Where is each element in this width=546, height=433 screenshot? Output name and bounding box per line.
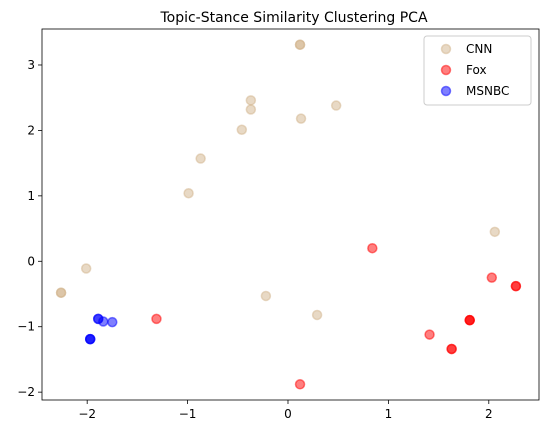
data-point-fox [294,379,306,390]
legend-marker [440,64,452,76]
chart-title: Topic-Stance Similarity Clustering PCA [159,10,428,26]
axes-layer: −2 −1 0 1 2 −2 −1 0 1 2 3 [17,58,492,421]
data-point-cnn [311,309,323,321]
data-point-msnbc [84,333,96,345]
y-tick-label: 2 [27,123,35,137]
data-point-cnn [55,287,67,298]
legend-label: Fox [466,63,487,77]
x-tick-label: 1 [385,407,393,421]
data-point-cnn [330,100,342,111]
x-tick-label: 0 [284,407,292,421]
legend-label: MSNBC [466,84,509,98]
data-point-cnn [295,113,307,124]
data-point-fox [510,280,522,292]
legend: CNN Fox MSNBC [423,35,532,106]
data-point-msnbc [107,316,118,328]
plot-frame [41,28,540,401]
data-point-cnn [236,124,248,136]
data-point-fox [464,314,475,326]
legend-marker [440,85,452,97]
data-point-fox [486,272,498,283]
legend-marker [440,43,452,55]
data-point-cnn [489,226,501,238]
legend-label: CNN [466,42,492,56]
y-tick-label: −1 [17,320,35,334]
data-point-fox [151,313,162,325]
data-point-fox [424,329,435,340]
y-tick-label: 1 [27,189,35,203]
data-point-msnbc [97,316,109,327]
data-point-fox [367,242,378,254]
data-point-cnn [183,187,194,199]
data-point-cnn [245,104,257,115]
data-point-cnn [245,95,257,106]
x-tick-label: 2 [485,407,493,421]
y-tick-label: 0 [27,254,35,268]
legend-frame [423,35,532,106]
y-tick-label: 3 [27,58,35,72]
data-point-cnn [80,263,92,274]
data-point-cnn [195,153,206,164]
data-point-cnn [294,39,306,50]
x-tick-label: −1 [179,407,197,421]
points-layer [55,39,522,390]
data-point-cnn [260,290,272,302]
x-tick-label: −2 [78,407,96,421]
y-tick-label: −2 [17,385,35,399]
data-point-fox [446,343,457,355]
